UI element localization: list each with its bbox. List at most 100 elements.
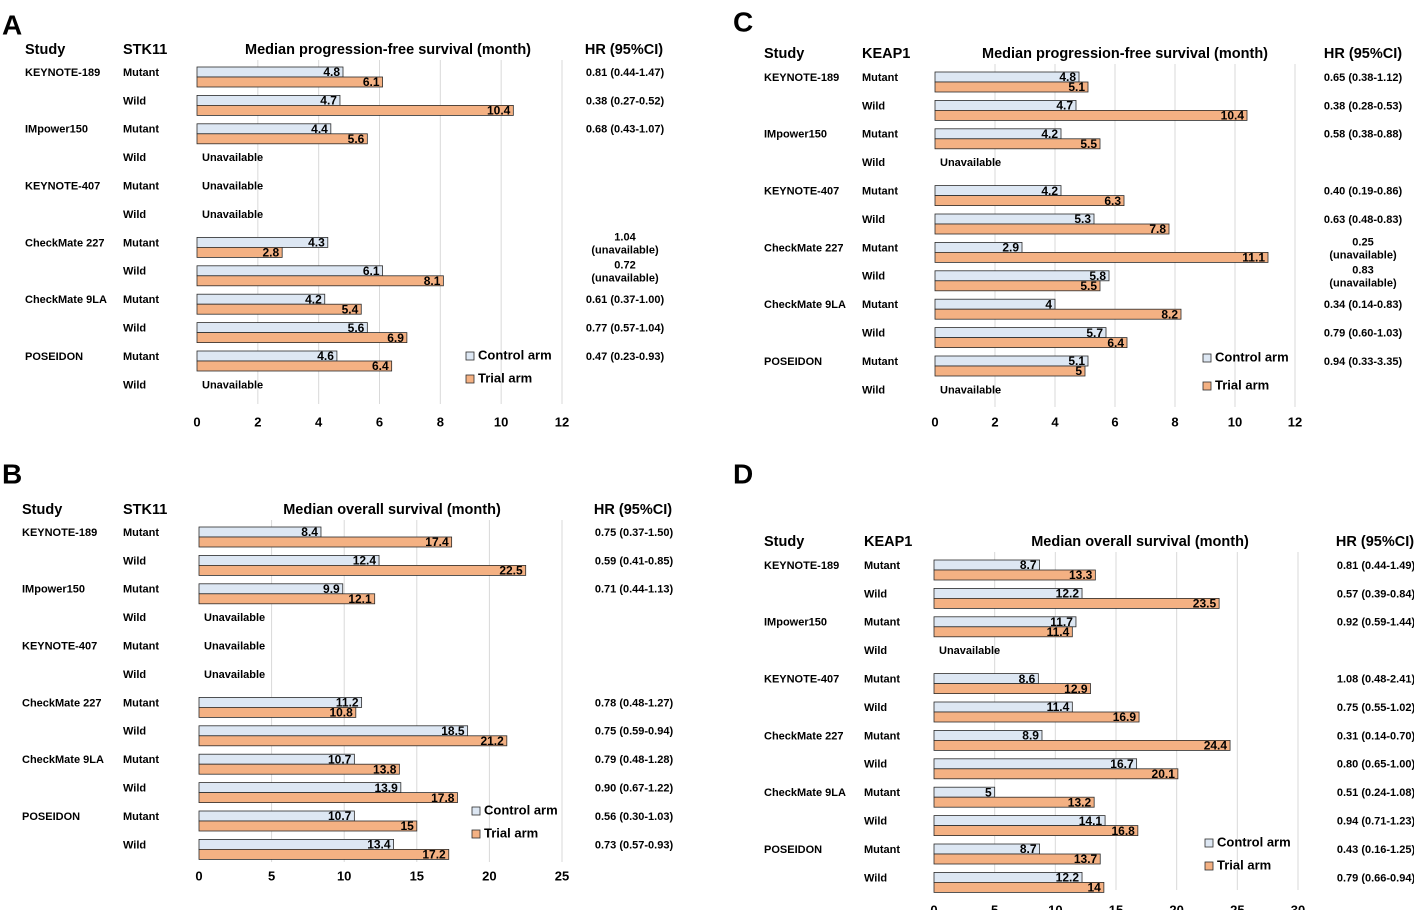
control-bar: [196, 66, 344, 78]
trial-value-label: 6.1: [363, 75, 380, 89]
control-bar: [934, 100, 1077, 111]
x-tick-label: 0: [193, 414, 200, 429]
legend-swatch-control: [1202, 353, 1212, 363]
x-tick-label: 6: [376, 414, 383, 429]
legend-label-control: Control arm: [1217, 834, 1291, 849]
hr-value: 0.71 (0.44-1.13): [595, 584, 674, 596]
status-label: Mutant: [123, 641, 159, 653]
legend: Control arm Trial arm: [465, 347, 552, 385]
panel-letter: B: [2, 458, 22, 489]
control-bar: [196, 350, 338, 362]
hr-value: 0.38 (0.28-0.53): [1324, 100, 1403, 112]
trial-bar: [933, 626, 1073, 638]
trial-value-label: 17.4: [425, 535, 449, 549]
control-bar: [198, 782, 402, 793]
trial-bar: [198, 707, 357, 718]
trial-value-label: 5.4: [342, 302, 359, 316]
status-label: Mutant: [862, 299, 898, 311]
hr-value: 0.73 (0.57-0.93): [595, 839, 674, 851]
status-label: Mutant: [123, 181, 159, 193]
control-value-label: 18.5: [441, 724, 465, 738]
x-tick-label: 10: [337, 868, 351, 883]
trial-value-label: 11.4: [1047, 625, 1070, 639]
status-label: Wild: [123, 612, 146, 624]
trial-value-label: 6.9: [387, 331, 404, 345]
status-label: Mutant: [864, 560, 900, 572]
legend-swatch-trial: [465, 374, 475, 384]
study-label: CheckMate 9LA: [764, 299, 846, 311]
trial-value-label: 15: [400, 819, 414, 833]
study-label: KEYNOTE-407: [764, 186, 839, 198]
x-tick-label: 12: [555, 414, 569, 429]
study-label: IMpower150: [764, 617, 827, 629]
status-label: Mutant: [123, 697, 159, 709]
hr-value: 0.78 (0.48-1.27): [595, 697, 674, 709]
status-label: Mutant: [123, 67, 159, 79]
hr-value: 0.25: [1352, 236, 1373, 248]
trial-value-label: 6.3: [1104, 194, 1121, 208]
status-label: Mutant: [864, 787, 900, 799]
hr-value: 0.38 (0.27-0.52): [586, 95, 665, 107]
control-value-label: 11.2: [336, 696, 359, 710]
panel-d: D Study KEAP1 Median overall survival (mont…: [733, 458, 1414, 910]
legend-swatch-trial: [1204, 861, 1214, 871]
panel-letter: A: [2, 9, 22, 40]
trial-bar: [934, 308, 1182, 320]
chart-title: Median progression-free survival (month): [982, 46, 1268, 62]
control-value-label: 14.1: [1079, 814, 1103, 828]
trial-value-label: 10.8: [329, 706, 353, 720]
control-value-label: 8.9: [1022, 729, 1039, 743]
x-tick-label: 30: [1291, 902, 1305, 910]
hr-value: 1.04: [614, 231, 636, 243]
control-bar: [198, 839, 394, 850]
trial-bar: [196, 332, 408, 344]
gene-header: KEAP1: [862, 46, 910, 62]
status-label: Wild: [862, 271, 885, 283]
unavailable-label: Unavailable: [940, 157, 1001, 169]
hr-value: 0.81 (0.44-1.49): [1337, 560, 1414, 572]
x-tick-label: 5: [991, 902, 998, 910]
unavailable-label: Unavailable: [202, 181, 263, 193]
study-label: CheckMate 227: [25, 237, 105, 249]
x-tick-label: 8: [437, 414, 444, 429]
control-value-label: 10.7: [328, 809, 352, 823]
trial-bar: [933, 740, 1231, 751]
study-label: KEYNOTE-189: [764, 72, 839, 84]
hr-header: HR (95%CI): [1336, 534, 1414, 550]
trial-value-label: 13.3: [1069, 568, 1093, 582]
status-label: Wild: [123, 266, 146, 278]
control-value-label: 16.7: [1110, 757, 1134, 771]
legend-swatch-control: [471, 806, 481, 816]
hr-ci-note: (unavailable): [1329, 249, 1397, 261]
x-tick-label: 4: [1051, 414, 1059, 429]
hr-value: 0.79 (0.66-0.94): [1337, 872, 1414, 884]
control-value-label: 4.2: [1041, 127, 1058, 141]
trial-value-label: 5.5: [1080, 137, 1097, 151]
unavailable-label: Unavailable: [940, 384, 1001, 396]
status-label: Mutant: [862, 356, 898, 368]
x-tick-label: 2: [991, 414, 998, 429]
panel-letter: D: [733, 458, 753, 489]
unavailable-label: Unavailable: [202, 152, 263, 164]
trial-value-label: 6.4: [372, 359, 389, 373]
trial-value-label: 13.7: [1074, 852, 1098, 866]
unavailable-label: Unavailable: [202, 379, 263, 391]
trial-bar: [933, 598, 1220, 609]
x-tick-label: 15: [1109, 902, 1123, 910]
trial-value-label: 16.9: [1113, 710, 1137, 724]
control-value-label: 10.7: [328, 752, 352, 766]
legend: Control arm Trial arm: [1202, 349, 1289, 392]
legend: Control arm Trial arm: [471, 802, 558, 840]
control-value-label: 5.3: [1074, 212, 1091, 226]
study-label: KEYNOTE-407: [764, 674, 839, 686]
control-value-label: 12.4: [353, 554, 377, 568]
status-label: Mutant: [123, 294, 159, 306]
trial-value-label: 5.5: [1080, 279, 1097, 293]
status-label: Mutant: [123, 527, 159, 539]
trial-bar: [196, 275, 444, 287]
status-label: Wild: [864, 759, 887, 771]
hr-header: HR (95%CI): [594, 502, 672, 518]
status-label: Mutant: [123, 811, 159, 823]
unavailable-label: Unavailable: [204, 641, 265, 653]
study-label: KEYNOTE-407: [22, 641, 97, 653]
